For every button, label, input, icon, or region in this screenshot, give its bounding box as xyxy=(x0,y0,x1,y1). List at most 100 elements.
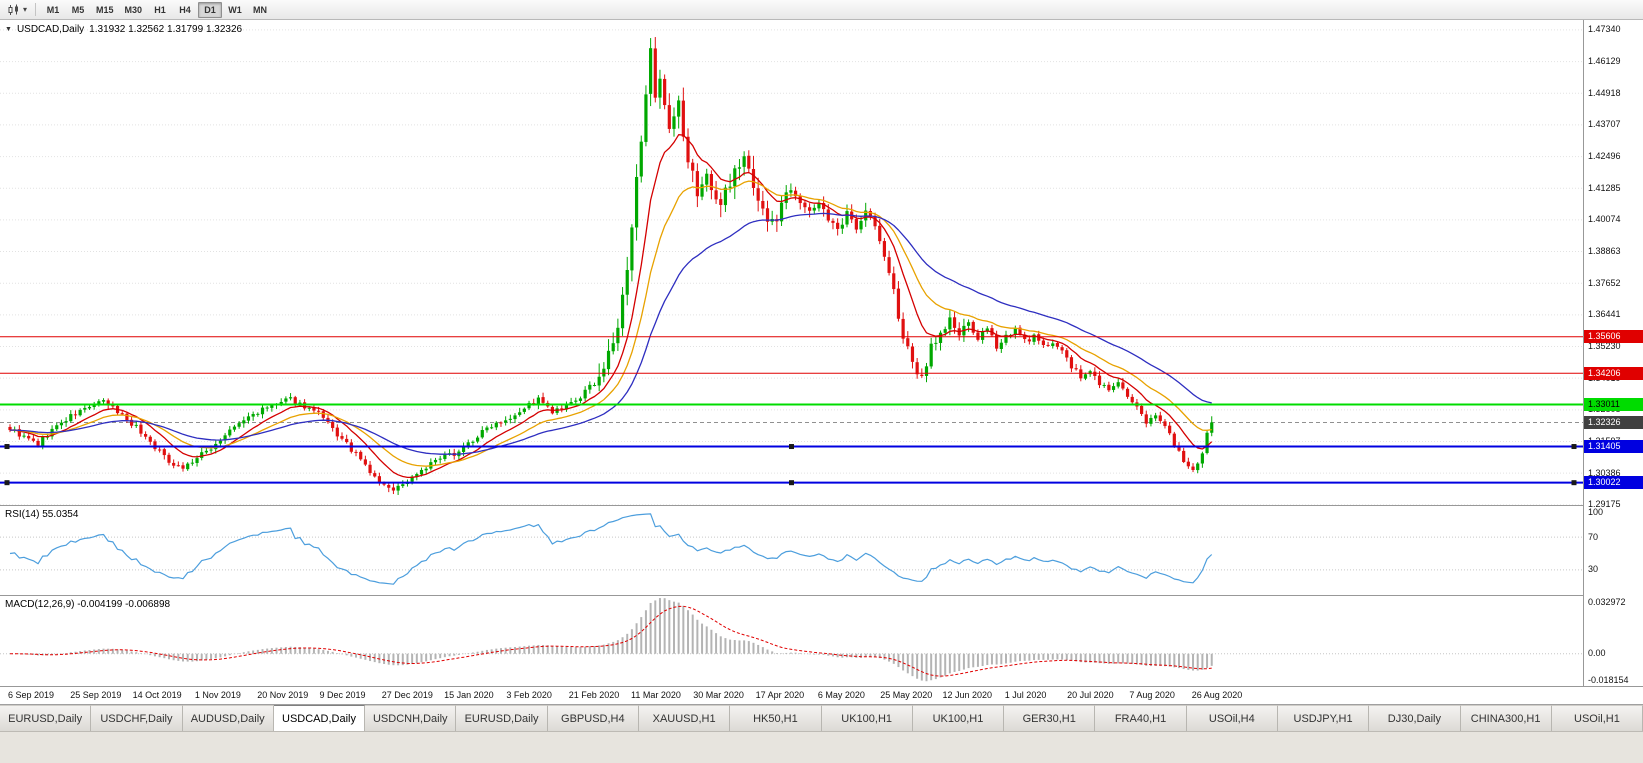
price-gridlines xyxy=(0,29,1583,505)
price-level-badge: 1.34206 xyxy=(1584,366,1643,380)
toolbar-separator xyxy=(35,3,37,16)
time-axis[interactable]: 6 Sep 2019 25 Sep 2019 14 Oct 2019 1 Nov 20… xyxy=(0,686,1643,704)
date-axis-label: 15 Jan 2020 xyxy=(444,690,494,700)
candles-layer xyxy=(8,37,1214,496)
chart-tab-eurusd-daily[interactable]: EURUSD,Daily xyxy=(456,705,548,731)
timeframe-button-m30[interactable]: M30 xyxy=(124,4,143,15)
chart-tab-xauusd-h1[interactable]: XAUUSD,H1 xyxy=(638,705,731,731)
chart-window: ▼ USDCAD,Daily 1.31932 1.32562 1.31799 1… xyxy=(0,20,1643,704)
price-axis-label: 1.36441 xyxy=(1588,309,1621,320)
price-level-badge: 1.33011 xyxy=(1584,398,1643,411)
macd-histogram xyxy=(13,598,1213,682)
macd-axis-label: 0.00 xyxy=(1588,648,1606,659)
current-price-badge: 1.32326 xyxy=(1584,415,1643,429)
chart-tab-china300-h1[interactable]: CHINA300,H1 xyxy=(1460,705,1552,731)
date-axis-label: 1 Jul 2020 xyxy=(1004,690,1047,700)
date-axis-label: 25 May 2020 xyxy=(880,690,933,700)
timeframe-button-m1[interactable]: M1 xyxy=(46,4,60,15)
price-level-badge: 1.31405 xyxy=(1584,440,1643,453)
price-level-badge: 1.35606 xyxy=(1584,330,1643,344)
date-axis-label: 20 Nov 2019 xyxy=(257,690,309,700)
chart-ohlc-values: 1.31932 1.32562 1.31799 1.32326 xyxy=(89,24,243,35)
timeframe-button-h1[interactable]: H1 xyxy=(154,4,166,15)
rsi-axis-label: 30 xyxy=(1588,564,1599,575)
rsi-indicator-label: RSI(14) 55.0354 xyxy=(5,509,79,520)
price-axis-label: 1.46129 xyxy=(1588,56,1621,67)
date-axis-label: 6 Sep 2019 xyxy=(8,690,55,700)
price-axis-label: 1.47340 xyxy=(1588,24,1621,35)
date-axis-label: 27 Dec 2019 xyxy=(381,690,433,700)
price-axis-label: 1.29175 xyxy=(1588,499,1621,510)
rsi-indicator-panel[interactable]: RSI(14) 55.0354 xyxy=(0,506,1583,596)
chart-tab-audusd-daily[interactable]: AUDUSD,Daily xyxy=(182,705,274,731)
chart-tab-uk100-h1[interactable]: UK100,H1 xyxy=(912,705,1005,731)
macd-indicator-panel[interactable]: MACD(12,26,9) -0.004199 -0.006898 xyxy=(0,596,1583,686)
timeframe-toolbar: ▾ M1 M5 M15 M30 H1 H4 D1 W1 MN xyxy=(0,0,1643,20)
macd-axis-label: -0.018154 xyxy=(1588,675,1629,685)
price-axis-label: 1.30386 xyxy=(1588,467,1621,478)
price-axis-label: 1.37652 xyxy=(1588,277,1621,288)
price-axis-label: 1.43707 xyxy=(1588,119,1621,130)
timeframe-buttons-group: M1 M5 M15 M30 H1 H4 D1 W1 MN xyxy=(41,1,272,18)
collapse-arrow-icon[interactable]: ▼ xyxy=(5,26,12,33)
chart-tab-dj30-daily[interactable]: DJ30,Daily xyxy=(1369,705,1461,731)
date-axis-label: 20 Jul 2020 xyxy=(1067,690,1114,700)
chart-tab-usdjpy-h1[interactable]: USDJPY,H1 xyxy=(1277,705,1370,731)
timeframe-button-m15[interactable]: M15 xyxy=(96,4,114,15)
date-axis-label: 21 Feb 2020 xyxy=(568,690,620,700)
chart-tab-fra40-h1[interactable]: FRA40,H1 xyxy=(1095,705,1187,731)
date-axis-label: 7 Aug 2020 xyxy=(1129,690,1175,700)
candlestick-chart[interactable] xyxy=(0,20,1583,506)
price-chart-panel[interactable]: ▼ USDCAD,Daily 1.31932 1.32562 1.31799 1… xyxy=(0,20,1583,506)
macd-axis-label: 0.032972 xyxy=(1588,596,1626,607)
price-axis-label: 1.38863 xyxy=(1588,246,1621,256)
date-axis-label: 1 Nov 2019 xyxy=(194,690,241,700)
price-axis-label: 1.42496 xyxy=(1588,151,1621,162)
date-axis-label: 17 Apr 2020 xyxy=(755,690,805,700)
price-axis[interactable]: 1.47340 1.46129 1.44918 1.43707 1.42496 1.412… xyxy=(1583,20,1643,686)
rsi-axis-label: 100 xyxy=(1588,507,1604,517)
date-axis-label: 3 Feb 2020 xyxy=(506,690,552,700)
price-level-badge: 1.30022 xyxy=(1584,476,1643,490)
chart-tab-usdchf-daily[interactable]: USDCHF,Daily xyxy=(91,705,183,731)
chart-title: ▼ USDCAD,Daily 1.31932 1.32562 1.31799 1… xyxy=(5,24,242,35)
chart-tab-usdcnh-daily[interactable]: USDCNH,Daily xyxy=(365,705,457,731)
date-axis-label: 26 Aug 2020 xyxy=(1191,690,1243,700)
timeframe-button-mn[interactable]: MN xyxy=(253,4,268,15)
dropdown-caret-icon: ▾ xyxy=(23,4,28,14)
macd-chart[interactable] xyxy=(0,596,1583,686)
date-axis-label: 11 Mar 2020 xyxy=(631,690,681,700)
date-axis-label: 12 Jun 2020 xyxy=(942,690,993,700)
date-axis-label: 30 Mar 2020 xyxy=(693,690,744,700)
chart-tab-gbpusd-h4[interactable]: GBPUSD,H4 xyxy=(547,705,639,731)
macd-indicator-label: MACD(12,26,9) -0.004199 -0.006898 xyxy=(5,599,171,610)
chart-tab-usoil-h4[interactable]: USOil,H4 xyxy=(1186,705,1278,731)
date-axis-label: 25 Sep 2019 xyxy=(70,690,122,700)
rsi-chart[interactable] xyxy=(0,506,1583,596)
timeframe-button-m5[interactable]: M5 xyxy=(71,4,85,15)
chart-type-dropdown[interactable]: ▾ xyxy=(4,3,30,17)
status-bar xyxy=(0,731,1643,763)
chart-tab-hk50-h1[interactable]: HK50,H1 xyxy=(730,705,822,731)
timeframe-button-h4[interactable]: H4 xyxy=(179,4,191,15)
candlestick-chart-icon xyxy=(8,4,18,15)
date-axis-label: 14 Oct 2019 xyxy=(132,690,182,700)
chart-tab-eurusd-daily[interactable]: EURUSD,Daily xyxy=(0,705,92,731)
date-axis-label: 9 Dec 2019 xyxy=(319,690,366,700)
price-axis-label: 1.44918 xyxy=(1588,87,1621,98)
chart-tab-uk100-h1[interactable]: UK100,H1 xyxy=(821,705,913,731)
chart-tabs-bar: EURUSD,Daily USDCHF,Daily AUDUSD,Daily USDC… xyxy=(0,704,1643,731)
chart-tab-usoil-h1[interactable]: USOil,H1 xyxy=(1551,705,1643,731)
horizontal-lines-layer xyxy=(0,336,1583,486)
price-axis-label: 1.40074 xyxy=(1588,214,1621,225)
date-axis-label: 6 May 2020 xyxy=(817,690,865,700)
price-axis-label: 1.35230 xyxy=(1588,341,1621,351)
timeframe-button-d1[interactable]: D1 xyxy=(198,1,223,18)
chart-symbol-period: USDCAD,Daily xyxy=(16,24,85,35)
chart-tab-ger30-h1[interactable]: GER30,H1 xyxy=(1004,705,1096,731)
timeframe-button-w1[interactable]: W1 xyxy=(228,4,242,15)
chart-tab-usdcad-daily[interactable]: USDCAD,Daily xyxy=(273,705,366,731)
moving-averages-layer xyxy=(9,134,1213,479)
rsi-axis-label: 70 xyxy=(1588,531,1599,542)
price-axis-label: 1.41285 xyxy=(1588,182,1621,193)
